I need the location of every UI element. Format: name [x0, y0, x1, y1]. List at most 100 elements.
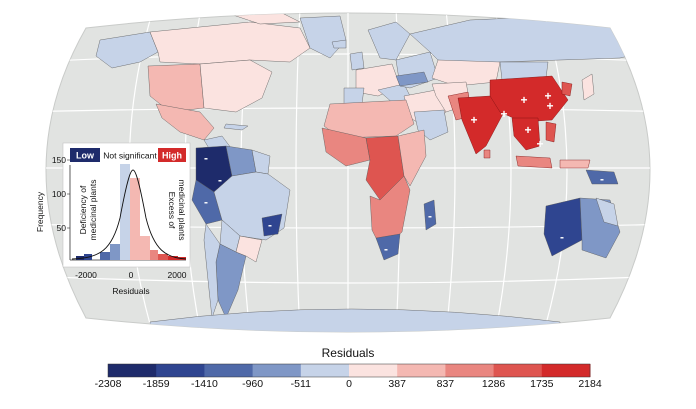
inset-ytick-150: 150 [52, 155, 66, 165]
high-marker-philippines: + [546, 99, 553, 113]
colorbar-tick-label: -960 [242, 378, 264, 390]
inset-ytick-50: 50 [57, 223, 67, 233]
high-marker-sea: + [536, 137, 543, 151]
africa [321, 99, 437, 261]
significance-markers: - - - - - - - - + + + + + + + [204, 89, 604, 256]
cuba [223, 123, 249, 131]
low-marker-south-africa: - [384, 242, 388, 256]
inset-xlabel: Residuals [112, 286, 149, 296]
low-label: Low [76, 151, 95, 161]
iceland [331, 39, 347, 49]
colorbar-swatch [300, 364, 350, 377]
southern-africa [369, 175, 411, 251]
colorbar-swatch [108, 364, 157, 377]
colorbar-tick-label: -511 [290, 378, 311, 390]
peru [191, 179, 223, 225]
inset-xtick-neg2000: -2000 [75, 270, 97, 280]
oceania [543, 169, 649, 275]
asia-south [447, 75, 591, 169]
colorbar-tick-label: 1286 [481, 378, 506, 390]
new-zealand [637, 253, 649, 275]
colorbar-tick-label: -1410 [190, 378, 218, 390]
high-marker-indochina-2: + [524, 123, 531, 137]
low-marker-new-guinea: - [600, 172, 604, 186]
low-marker-peru: - [204, 195, 208, 209]
low-marker-brazil: - [268, 218, 272, 232]
inset-xtick-0: 0 [129, 270, 134, 280]
not-significant-label: Not significant [103, 151, 157, 161]
colorbar-tick-label: 1735 [530, 378, 554, 390]
low-marker-australia: - [560, 230, 564, 244]
south-america [191, 145, 291, 319]
indochina [511, 117, 541, 151]
philippines [545, 121, 557, 143]
low-marker-madagascar: - [428, 209, 432, 223]
new-guinea [585, 169, 619, 185]
colorbar-swatch [349, 364, 398, 377]
colorbar [107, 363, 591, 378]
europe [331, 21, 439, 105]
antarctica [149, 308, 561, 332]
inset-ytick-100: 100 [52, 189, 66, 199]
colorbar-swatch [493, 364, 543, 377]
turkey [395, 71, 429, 87]
chile [203, 223, 221, 319]
colorbar-swatch [397, 364, 446, 377]
excess-label-1: Excess of [167, 192, 177, 229]
deficiency-label-1: Deficiency of [78, 185, 88, 234]
hist-bar-8 [150, 250, 158, 260]
normal-curve [71, 169, 187, 260]
deficiency-label-2: medicinal plants [88, 180, 98, 241]
colorbar-tick-label: -2308 [94, 378, 122, 390]
colorbar-tick-label: -1859 [142, 378, 170, 390]
colorbar-tick-label: 0 [346, 378, 352, 390]
colorbar-tick-label: 387 [388, 378, 406, 390]
colorbar-swatch [252, 364, 302, 377]
korea [561, 81, 573, 97]
colorbar-swatch [204, 364, 254, 377]
colorbar-border [107, 363, 591, 378]
inset-histogram: Low Not significant High Frequency 150 1… [35, 142, 191, 296]
indonesia-east [559, 159, 591, 169]
hist-bar-5 [120, 164, 130, 260]
colorbar-tick-labels: -2308 -1859 -1410 -960 -511 0 387 837 1286 1735 21… [0, 378, 696, 394]
inset-ylabel: Frequency [35, 191, 45, 232]
high-marker-indochina: + [500, 107, 507, 121]
low-marker-northwest-sa: - [218, 173, 222, 187]
hist-bar-3 [100, 252, 110, 260]
south-africa [375, 233, 401, 261]
low-label-box [70, 148, 100, 162]
colorbar-swatch [541, 364, 591, 377]
sri-lanka [483, 149, 491, 159]
hist-bar-6 [130, 178, 140, 260]
indonesia-west [515, 155, 553, 169]
high-marker-china-2: + [544, 89, 551, 103]
hist-bar-9 [158, 254, 168, 260]
japan [581, 73, 595, 101]
high-label: High [162, 151, 182, 161]
northeast-australia [595, 197, 619, 227]
high-marker-china-1: + [520, 93, 527, 107]
brazil-atlantic-forest [261, 213, 283, 237]
iberia [343, 87, 365, 105]
hist-bar-10 [168, 256, 178, 260]
hist-bar-4 [110, 244, 120, 260]
colorbar-tick-label: 837 [436, 378, 455, 390]
colorbar-title: Residuals [321, 346, 375, 360]
uk [349, 51, 365, 71]
excess-label-2: medicinal plants [177, 180, 187, 241]
north-america [95, 13, 347, 159]
high-label-box [158, 148, 186, 162]
high-marker-india: + [470, 113, 477, 127]
canada [149, 21, 311, 65]
kazakhstan [431, 59, 501, 87]
inset-xtick-2000: 2000 [168, 270, 187, 280]
colorbar-swatch [156, 364, 205, 377]
colorbar-swatch [445, 364, 495, 377]
low-marker-colombia: - [204, 151, 208, 165]
uruguay-paraguay [235, 235, 263, 263]
west-africa [321, 127, 371, 167]
madagascar [423, 199, 437, 231]
scandinavia [367, 21, 411, 61]
usa-east [199, 59, 273, 113]
